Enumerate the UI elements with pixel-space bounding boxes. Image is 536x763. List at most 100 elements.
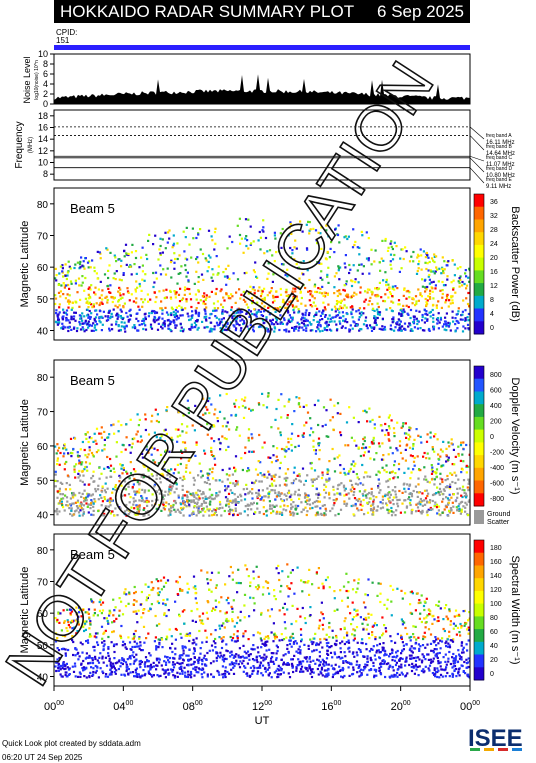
data-cell — [133, 263, 136, 266]
data-cell — [160, 638, 164, 641]
data-cell — [285, 479, 288, 482]
data-cell — [192, 575, 196, 578]
data-cell — [126, 290, 130, 293]
data-cell — [56, 315, 59, 318]
data-cell — [275, 504, 278, 507]
data-cell — [57, 313, 60, 316]
data-cell — [457, 280, 460, 283]
data-cell — [233, 493, 236, 496]
data-cell — [130, 273, 133, 276]
data-cell — [423, 617, 426, 620]
data-cell — [175, 324, 178, 327]
data-cell — [204, 310, 207, 313]
data-cell — [60, 326, 63, 330]
data-cell — [453, 660, 456, 663]
data-cell — [270, 676, 273, 679]
data-cell — [144, 489, 147, 492]
frequency-band-value: 10.80 MHz — [486, 173, 515, 179]
data-cell — [84, 433, 87, 436]
data-cell — [427, 295, 430, 298]
data-cell — [399, 327, 402, 330]
data-cell — [422, 250, 425, 253]
data-cell — [119, 635, 122, 638]
data-cell — [260, 646, 263, 649]
data-cell — [183, 609, 186, 612]
data-cell — [449, 507, 452, 510]
data-cell — [332, 428, 335, 432]
data-cell — [183, 289, 187, 292]
data-cell — [192, 499, 195, 502]
data-cell — [174, 309, 177, 312]
data-cell — [64, 654, 67, 657]
data-cell — [117, 300, 120, 303]
data-cell — [106, 487, 109, 490]
data-cell — [83, 468, 86, 471]
data-cell — [81, 275, 84, 278]
data-cell — [224, 669, 227, 673]
data-cell — [120, 321, 123, 324]
data-cell — [55, 452, 58, 455]
colorbar-swatch — [474, 270, 484, 284]
data-cell — [388, 427, 391, 430]
data-cell — [337, 269, 340, 272]
data-cell — [151, 675, 154, 678]
data-cell — [257, 492, 260, 495]
data-cell — [239, 319, 242, 322]
data-cell — [290, 232, 293, 235]
data-cell — [156, 328, 160, 331]
data-cell — [203, 308, 206, 311]
data-cell — [443, 328, 446, 331]
data-cell — [436, 620, 439, 623]
data-cell — [150, 603, 153, 606]
data-cell — [385, 284, 388, 287]
data-cell — [84, 257, 87, 260]
frequency-band-connector — [469, 157, 485, 173]
data-cell — [106, 301, 109, 304]
data-cell — [81, 322, 84, 325]
data-cell — [412, 250, 415, 254]
data-cell — [364, 593, 367, 596]
data-cell — [319, 670, 322, 673]
data-cell — [324, 507, 327, 510]
data-cell — [185, 275, 188, 278]
data-cell — [311, 583, 314, 586]
data-cell — [158, 591, 161, 594]
data-cell — [126, 287, 129, 290]
data-cell — [453, 463, 456, 466]
data-cell — [147, 239, 150, 242]
data-cell — [180, 457, 183, 460]
data-cell — [143, 663, 146, 666]
data-cell — [129, 318, 132, 321]
cpid-value: 151 — [56, 36, 70, 45]
data-cell — [186, 287, 189, 290]
data-cell — [128, 299, 131, 302]
data-cell — [181, 488, 184, 491]
data-cell — [325, 657, 329, 660]
data-cell — [391, 285, 394, 288]
data-cell — [457, 307, 460, 310]
data-cell — [274, 237, 277, 240]
data-cell — [164, 231, 167, 234]
data-cell — [463, 491, 466, 494]
data-cell — [208, 468, 211, 471]
data-cell — [233, 314, 236, 317]
data-cell — [138, 308, 141, 311]
data-cell — [396, 502, 399, 505]
data-cell — [68, 321, 71, 324]
data-cell — [298, 494, 301, 497]
data-cell — [157, 462, 160, 465]
data-cell — [119, 328, 122, 332]
data-cell — [138, 285, 142, 288]
data-cell — [354, 278, 357, 281]
data-cell — [384, 494, 387, 498]
data-cell — [75, 329, 79, 333]
data-cell — [403, 621, 406, 624]
data-cell — [54, 294, 57, 297]
data-cell — [169, 312, 173, 315]
data-cell — [214, 642, 217, 645]
data-cell — [447, 260, 450, 263]
data-cell — [54, 267, 57, 270]
data-cell — [435, 492, 438, 495]
data-cell — [78, 263, 82, 266]
data-cell — [199, 416, 202, 419]
